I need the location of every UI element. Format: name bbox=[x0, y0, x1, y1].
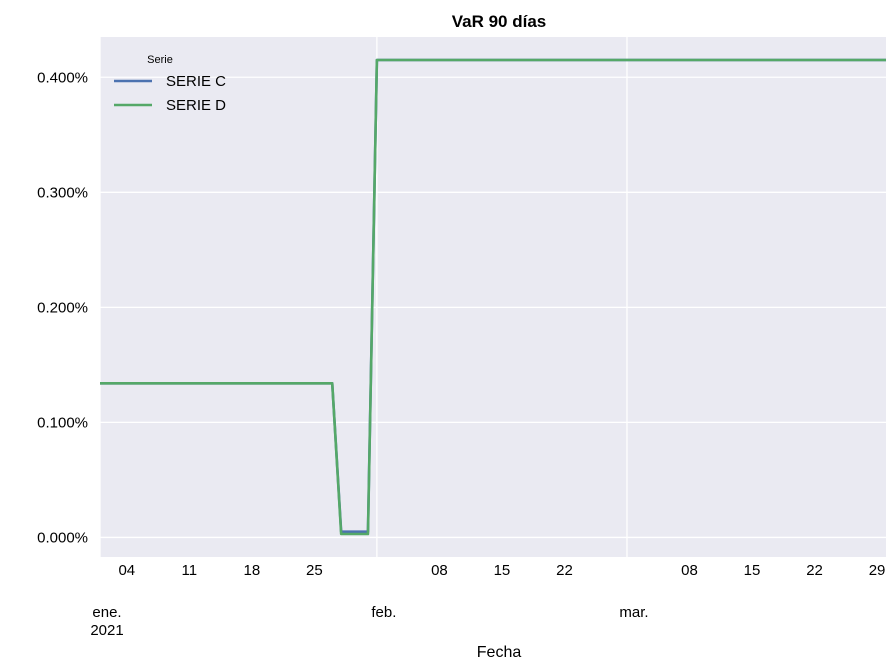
grid-lines bbox=[99, 37, 886, 557]
x-axis-label: Fecha bbox=[477, 644, 522, 659]
legend-title: Serie bbox=[147, 54, 173, 66]
y-tick-label: 0.100% bbox=[37, 414, 88, 431]
x-day-label: 29 bbox=[869, 562, 886, 579]
y-axis-ticks: 0.000% 0.100% 0.200% 0.300% 0.400% bbox=[37, 69, 88, 546]
x-day-label: 22 bbox=[556, 562, 573, 579]
x-year-label: 2021 bbox=[90, 622, 123, 639]
x-day-label: 08 bbox=[431, 562, 448, 579]
x-day-label: 15 bbox=[744, 562, 761, 579]
y-tick-label: 0.000% bbox=[37, 529, 88, 546]
x-day-label: 08 bbox=[681, 562, 698, 579]
legend-label: SERIE D bbox=[166, 97, 226, 114]
plot-area bbox=[100, 37, 886, 557]
x-month-label: feb. bbox=[371, 604, 396, 621]
x-day-label: 25 bbox=[306, 562, 323, 579]
x-day-label: 11 bbox=[182, 562, 198, 579]
legend-items: SERIE C SERIE D bbox=[114, 73, 226, 114]
y-tick-label: 0.300% bbox=[37, 184, 88, 201]
x-axis-ticks: ene.2021 feb. mar. 04 11 18 25 08 15 22 08 15 22 29 bbox=[90, 562, 885, 639]
chart-title: VaR 90 días bbox=[452, 12, 547, 31]
x-day-label: 22 bbox=[806, 562, 823, 579]
x-day-label: 18 bbox=[243, 562, 260, 579]
legend: Serie SERIE C SERIE D bbox=[114, 54, 226, 114]
y-tick-label: 0.200% bbox=[37, 299, 88, 316]
series-lines bbox=[100, 58, 886, 536]
x-month-label: ene. bbox=[92, 604, 121, 621]
x-day-label: 15 bbox=[494, 562, 511, 579]
x-month-label: mar. bbox=[619, 604, 648, 621]
y-tick-label: 0.400% bbox=[37, 69, 88, 86]
x-day-label: 04 bbox=[118, 562, 135, 579]
legend-label: SERIE C bbox=[166, 73, 226, 90]
series-line-serie-d bbox=[100, 58, 886, 536]
